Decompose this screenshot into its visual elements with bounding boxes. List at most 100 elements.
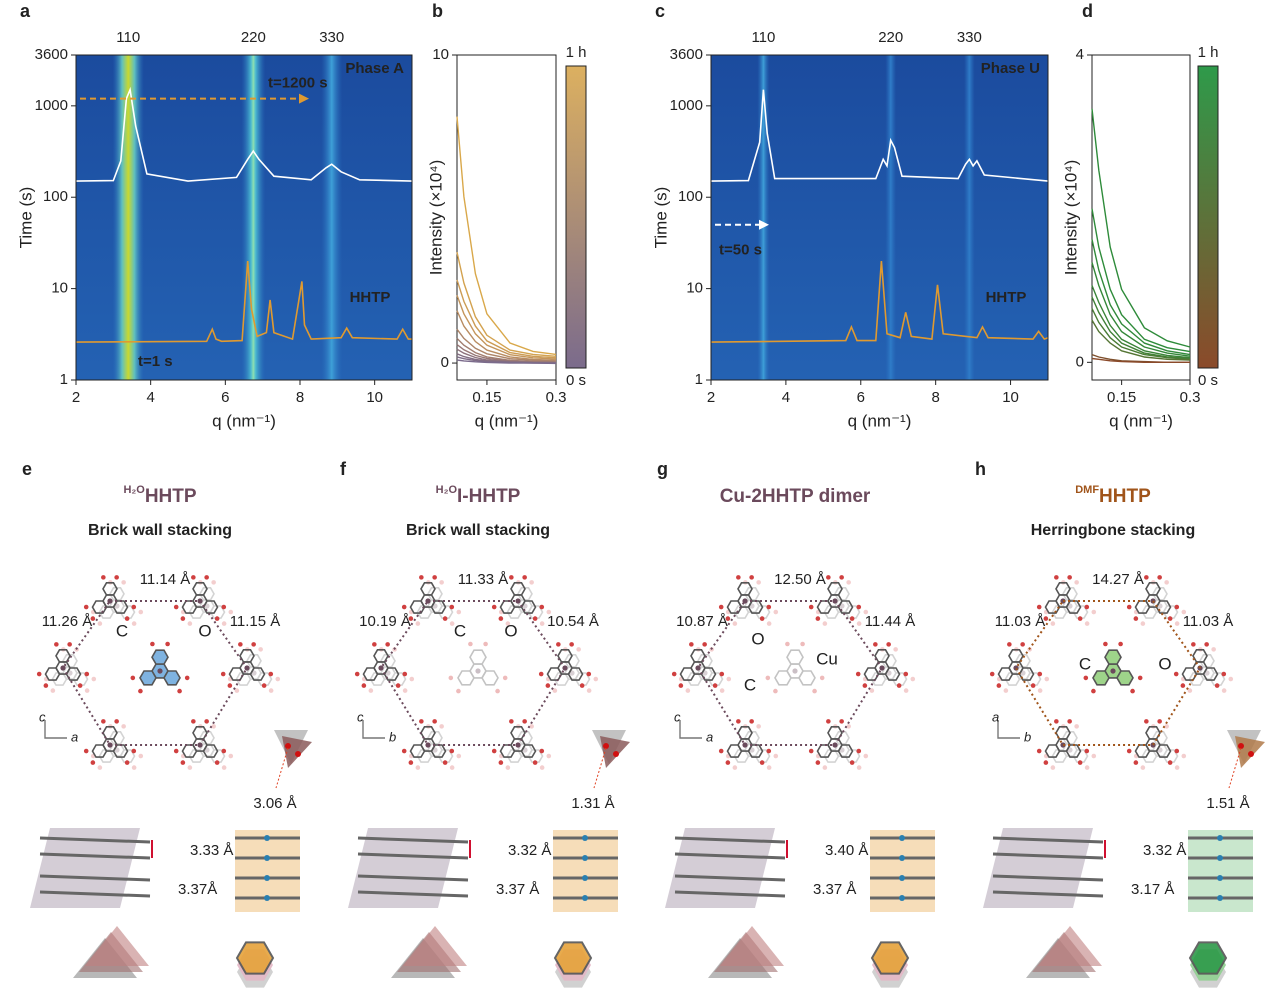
distance-label: 11.03 Å (995, 613, 1046, 630)
ring (1199, 666, 1215, 680)
distance-label: 12.50 Å (774, 571, 826, 588)
ring (416, 605, 433, 619)
ring (390, 672, 407, 686)
axis-label: a (706, 729, 713, 744)
ring (44, 667, 61, 681)
ring (1062, 599, 1078, 613)
oxygen-atom (765, 675, 771, 681)
ring (506, 605, 523, 619)
ring (733, 605, 750, 619)
oxygen-atom (1164, 724, 1169, 729)
oxygen-atom (101, 719, 106, 724)
title-main: HHTP (1099, 486, 1151, 507)
oxygen-atom (1157, 719, 1162, 724)
x-tick-label: 0.15 (472, 389, 501, 406)
ring (409, 600, 426, 614)
oxygen-atom (131, 765, 137, 770)
oxygen-atom (863, 609, 869, 615)
colorbar-top-label: 1 h (566, 44, 587, 61)
molecule (718, 575, 772, 621)
oxygen-atom (1221, 688, 1227, 693)
offset-label: 3.06 Å (253, 795, 296, 812)
oxygen-atom (1140, 765, 1146, 770)
oxygen-atom (736, 719, 741, 724)
ring (834, 599, 850, 613)
offset-label: 1.31 Å (571, 795, 614, 812)
colorbar-bottom-label: 0 s (566, 372, 586, 389)
ring (816, 600, 833, 614)
oxygen-atom (1167, 760, 1173, 765)
oxygen-atom (1173, 671, 1179, 677)
oxygen-atom (372, 642, 377, 647)
ring (679, 667, 696, 681)
oxygen-atom (432, 575, 437, 580)
oxygen-atom (846, 580, 851, 585)
metal-node (1217, 835, 1223, 841)
ring (199, 587, 215, 601)
oxygen-atom (1084, 748, 1090, 754)
oxygen-atom (766, 748, 772, 754)
oxygen-atom (785, 641, 790, 647)
ring (369, 672, 386, 686)
molecule (36, 642, 90, 688)
oxygen-atom (1130, 688, 1135, 694)
x-tick-label: 6 (857, 389, 865, 406)
centroid (425, 742, 431, 748)
oxygen-atom (36, 671, 42, 677)
ring (1152, 731, 1168, 745)
stack-layer (674, 874, 786, 882)
oxygen-atom (505, 765, 511, 770)
oxygen-atom (808, 748, 814, 754)
stack-label: 3.33 Å (190, 842, 233, 859)
oxygen-atom (509, 719, 514, 724)
oxygen-atom (863, 753, 869, 759)
panel-letter: h (975, 459, 986, 479)
y-tick-label: 4 (1076, 46, 1084, 63)
oxygen-atom (150, 641, 155, 647)
ring (51, 672, 68, 686)
oxygen-atom (671, 671, 677, 677)
oxygen-atom (1054, 719, 1059, 724)
oxygen-atom (732, 621, 738, 626)
oxygen-atom (268, 671, 274, 677)
oxygen-atom (131, 748, 137, 754)
atom-label: O (198, 621, 211, 640)
offset-dot (603, 743, 609, 749)
metal-node (1217, 895, 1223, 901)
oxygen-atom (221, 765, 227, 770)
x-axis-label: q (nm⁻¹) (848, 411, 912, 430)
stack-plane (30, 828, 140, 908)
ring (881, 654, 897, 668)
oxygen-atom (131, 604, 137, 610)
oxygen-atom (419, 719, 424, 724)
ring (119, 605, 136, 619)
ring (437, 605, 454, 619)
intensity-band (112, 55, 144, 380)
oxygen-atom (678, 683, 684, 688)
molecule (725, 580, 779, 626)
y-tick-label: 1 (695, 371, 703, 388)
oxygen-atom (204, 575, 209, 580)
x-tick-label: 4 (146, 389, 154, 406)
distance-label: 11.44 Å (865, 613, 916, 630)
oxygen-atom (886, 642, 891, 647)
arrow-head (759, 219, 769, 230)
oxygen-atom (442, 616, 448, 621)
lattice-outline (696, 600, 884, 746)
peak-label: 330 (957, 29, 982, 46)
ring (1065, 600, 1082, 614)
ring (1155, 600, 1172, 614)
ring (1051, 749, 1068, 763)
oxygen-atom (502, 675, 508, 681)
peak-label: 110 (116, 29, 140, 46)
ring (1062, 743, 1078, 757)
x-tick-label: 10 (1002, 389, 1019, 406)
oxygen-atom (1221, 671, 1227, 677)
x-axis-label: q (nm⁻¹) (212, 411, 276, 430)
oxygen-atom (138, 688, 143, 694)
oxygen-atom (759, 760, 765, 765)
ring (1051, 605, 1068, 619)
molecule (180, 580, 234, 626)
ring (881, 666, 897, 680)
oxygen-atom (124, 616, 130, 621)
